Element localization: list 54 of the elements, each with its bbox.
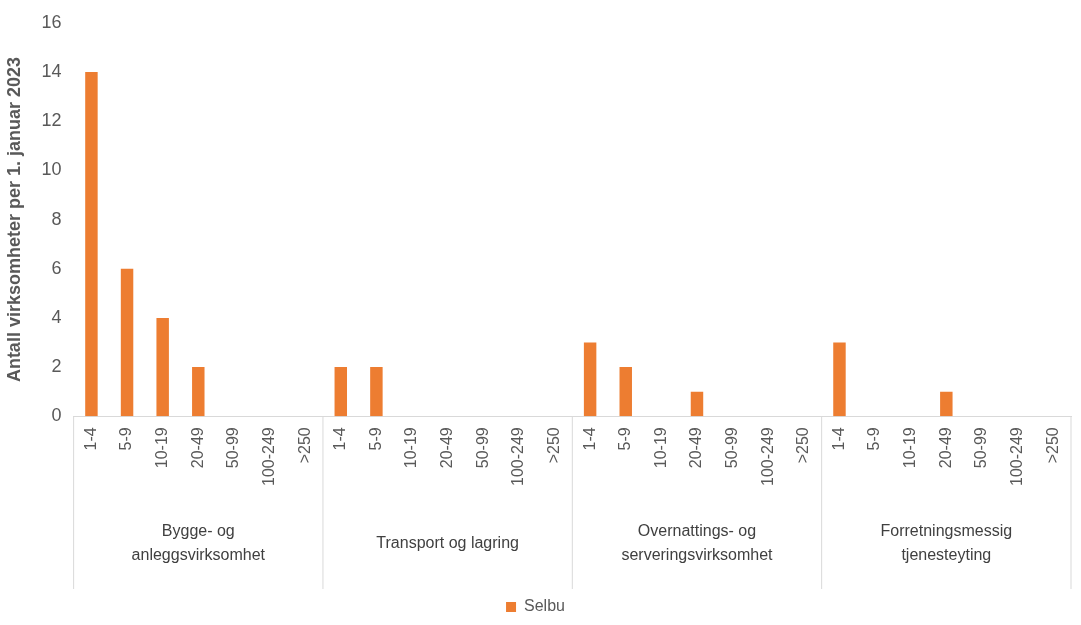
- text: Bygge- og anleggsvirksomhet: [131, 522, 266, 564]
- text: Transport og lagring: [376, 534, 519, 552]
- x-tick-label: >250: [1043, 427, 1061, 464]
- x-tick-label: >250: [794, 427, 812, 464]
- x-tick-label: 1-4: [580, 427, 598, 451]
- x-tick-label: 20-49: [936, 427, 954, 469]
- legend-label: Selbu: [524, 597, 565, 615]
- y-tick-label: 4: [51, 306, 62, 327]
- y-tick-label: 0: [51, 405, 62, 426]
- x-tick-label: 100-249: [1007, 427, 1025, 486]
- x-tick-label: 10-19: [651, 427, 669, 469]
- x-tick-label: 100-249: [259, 427, 277, 486]
- x-tick-label: 5-9: [616, 427, 634, 451]
- y-tick-label: 8: [51, 208, 62, 229]
- x-tick-label: 20-49: [188, 427, 206, 469]
- x-tick-label: 10-19: [901, 427, 919, 469]
- bar: [940, 391, 953, 417]
- x-tick-label: 20-49: [687, 427, 705, 469]
- y-tick-label: 16: [41, 11, 62, 32]
- x-tick-label: 100-249: [758, 427, 776, 486]
- x-tick-label: 5-9: [865, 427, 883, 451]
- x-tick-label: 10-19: [153, 427, 171, 469]
- x-tick-label: >250: [295, 427, 313, 464]
- bar: [156, 317, 169, 417]
- x-tick-label: 50-99: [473, 427, 491, 469]
- bar: [619, 367, 632, 417]
- bar: [120, 268, 134, 417]
- x-tick-label: 5-9: [117, 427, 135, 451]
- x-tick-label: 50-99: [224, 427, 242, 469]
- bar: [370, 367, 383, 417]
- y-tick-label: 14: [41, 60, 62, 81]
- x-tick-label: >250: [544, 427, 562, 464]
- x-tick-label: 1-4: [331, 427, 349, 451]
- bar: [334, 367, 348, 417]
- bar: [85, 71, 98, 417]
- y-axis-title: Antall virksomheter per 1. januar 2023: [3, 56, 24, 383]
- x-tick-label: 1-4: [829, 427, 847, 451]
- text: Forretningsmessig tjenesteyting: [880, 522, 1013, 564]
- x-tick-label: 50-99: [723, 427, 741, 469]
- text: Overnattings- og serveringsvirksomhet: [621, 522, 774, 564]
- bar: [583, 342, 597, 417]
- x-tick-label: 10-19: [402, 427, 420, 469]
- x-tick-label: 50-99: [972, 427, 990, 469]
- bar: [833, 342, 846, 417]
- x-tick-label: 100-249: [509, 427, 527, 486]
- bar: [690, 391, 704, 417]
- y-tick-label: 2: [51, 356, 62, 377]
- y-tick-label: 12: [41, 110, 62, 131]
- y-tick-label: 10: [41, 159, 62, 180]
- bar: [192, 367, 205, 417]
- x-tick-label: 5-9: [366, 427, 384, 451]
- x-tick-label: 1-4: [81, 427, 99, 451]
- y-tick-label: 6: [51, 257, 62, 278]
- x-tick-label: 20-49: [438, 427, 456, 469]
